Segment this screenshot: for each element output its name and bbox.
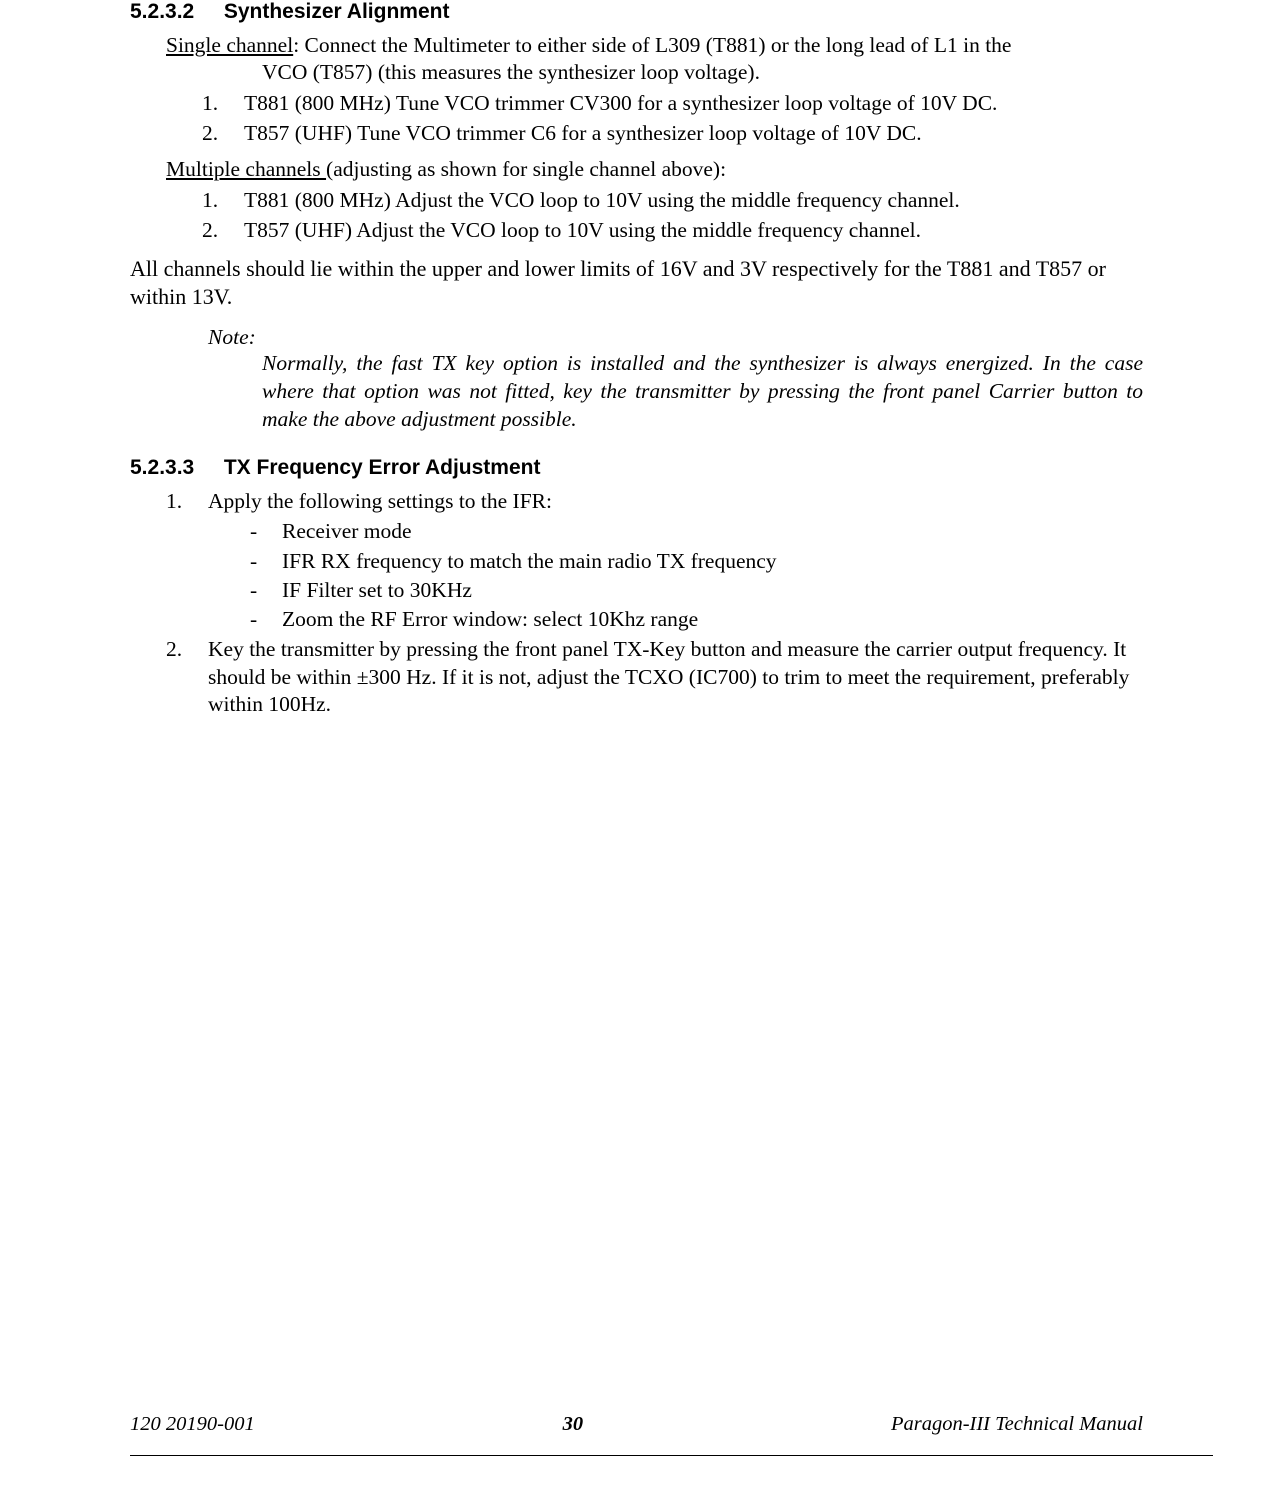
multiple-channels-list: 1. T881 (800 MHz) Adjust the VCO loop to …: [202, 187, 1143, 245]
dash-item: - Zoom the RF Error window: select 10Khz …: [250, 606, 1143, 632]
dash-text: IF Filter set to 30KHz: [282, 578, 472, 602]
item-number: 2.: [202, 120, 218, 148]
page: 5.2.3.2 Synthesizer Alignment Single cha…: [0, 0, 1273, 1494]
dash-item: - IFR RX frequency to match the main radi…: [250, 548, 1143, 574]
single-channel-text: : Connect the Multimeter to either side …: [293, 33, 1011, 57]
item-number: 1.: [202, 187, 218, 215]
note-block: Note: Normally, the fast TX key option i…: [208, 325, 1143, 434]
list-item: 2. T857 (UHF) Adjust the VCO loop to 10V …: [202, 217, 1143, 245]
multiple-channels-line: Multiple channels (adjusting as shown fo…: [166, 156, 1143, 183]
list-item: 1. Apply the following settings to the I…: [166, 488, 1143, 632]
item-text: T857 (UHF) Adjust the VCO loop to 10V us…: [244, 218, 921, 242]
list-item: 1. T881 (800 MHz) Tune VCO trimmer CV300 …: [202, 90, 1143, 118]
note-body: Normally, the fast TX key option is inst…: [262, 350, 1143, 434]
heading-title: Synthesizer Alignment: [224, 0, 450, 23]
dash-icon: -: [250, 606, 257, 632]
heading-5-2-3-2: 5.2.3.2 Synthesizer Alignment: [130, 0, 1143, 24]
dash-icon: -: [250, 577, 257, 603]
footer-rule: [130, 1455, 1213, 1456]
footer-doc-title: Paragon-III Technical Manual: [891, 1413, 1143, 1436]
single-channel-list: 1. T881 (800 MHz) Tune VCO trimmer CV300 …: [202, 90, 1143, 148]
list-item: 1. T881 (800 MHz) Adjust the VCO loop to …: [202, 187, 1143, 215]
multiple-channels-text: (adjusting as shown for single channel a…: [326, 157, 726, 181]
heading-number: 5.2.3.2: [130, 0, 218, 24]
single-channel-label: Single channel: [166, 33, 293, 57]
dash-text: Receiver mode: [282, 519, 412, 543]
dash-text: IFR RX frequency to match the main radio…: [282, 549, 777, 573]
dash-item: - IF Filter set to 30KHz: [250, 577, 1143, 603]
heading-title: TX Frequency Error Adjustment: [224, 456, 541, 479]
item-number: 1.: [202, 90, 218, 118]
footer-page-number: 30: [563, 1413, 584, 1436]
item-number: 2.: [166, 636, 182, 664]
item-text: Key the transmitter by pressing the fron…: [208, 637, 1129, 716]
single-channel-line-2: VCO (T857) (this measures the synthesize…: [262, 59, 1143, 86]
item-text: T881 (800 MHz) Tune VCO trimmer CV300 fo…: [244, 91, 997, 115]
dash-icon: -: [250, 548, 257, 574]
item-text: T857 (UHF) Tune VCO trimmer C6 for a syn…: [244, 121, 922, 145]
list-item: 2. Key the transmitter by pressing the f…: [166, 636, 1143, 719]
item-text: Apply the following settings to the IFR:: [208, 489, 552, 513]
single-channel-line-1: Single channel: Connect the Multimeter t…: [166, 32, 1143, 59]
note-label: Note:: [208, 325, 1143, 350]
heading-number: 5.2.3.3: [130, 456, 218, 480]
multiple-channels-label: Multiple channels: [166, 157, 326, 181]
item-text: T881 (800 MHz) Adjust the VCO loop to 10…: [244, 188, 960, 212]
dash-text: Zoom the RF Error window: select 10Khz r…: [282, 607, 698, 631]
dash-icon: -: [250, 518, 257, 544]
footer-doc-number: 120 20190-001: [130, 1413, 255, 1436]
ifr-settings-list: - Receiver mode - IFR RX frequency to matc…: [250, 518, 1143, 632]
tx-freq-list: 1. Apply the following settings to the I…: [166, 488, 1143, 719]
item-number: 2.: [202, 217, 218, 245]
item-number: 1.: [166, 488, 182, 516]
heading-5-2-3-3: 5.2.3.3 TX Frequency Error Adjustment: [130, 456, 1143, 480]
page-footer: 120 20190-001 30 Paragon-III Technical M…: [130, 1413, 1143, 1436]
dash-item: - Receiver mode: [250, 518, 1143, 544]
limits-paragraph: All channels should lie within the upper…: [130, 255, 1143, 311]
list-item: 2. T857 (UHF) Tune VCO trimmer C6 for a s…: [202, 120, 1143, 148]
